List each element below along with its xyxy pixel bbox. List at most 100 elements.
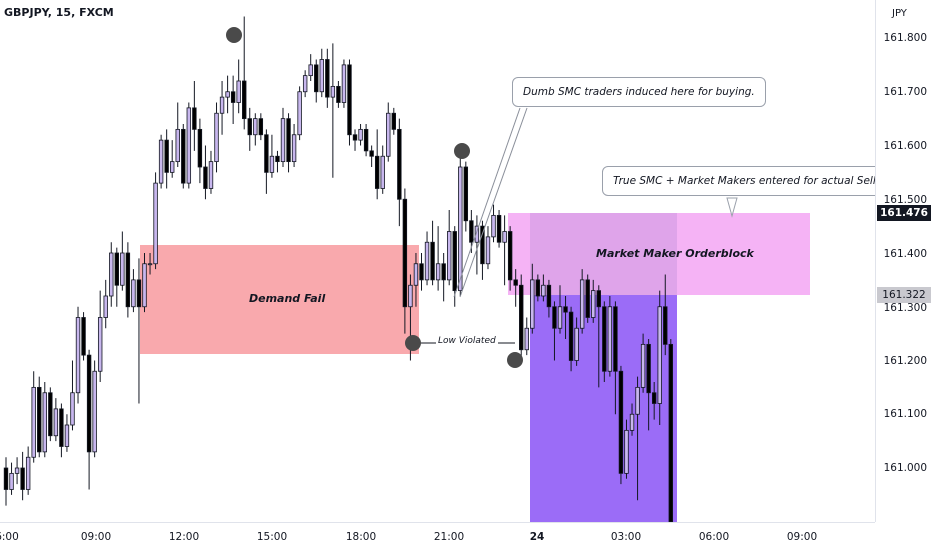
bullish-candle[interactable] [92, 370, 97, 453]
symbol-title[interactable]: GBPJPY, 15, FXCM [4, 6, 114, 19]
bearish-candle[interactable] [496, 214, 502, 243]
bearish-candle[interactable] [546, 284, 552, 308]
bullish-candle[interactable] [103, 295, 108, 318]
bearish-candle[interactable] [347, 64, 352, 136]
bearish-candle[interactable] [585, 279, 590, 318]
bearish-candle[interactable] [197, 128, 203, 168]
bearish-candle[interactable] [164, 139, 169, 173]
bullish-candle[interactable] [158, 139, 164, 184]
bullish-candle[interactable] [75, 317, 81, 394]
bullish-candle[interactable] [458, 166, 463, 292]
bearish-candle[interactable] [568, 311, 574, 361]
bullish-candle[interactable] [302, 75, 308, 93]
bullish-candle[interactable] [236, 80, 241, 103]
bullish-candle[interactable] [169, 161, 175, 173]
bullish-candle[interactable] [640, 343, 646, 388]
bullish-candle[interactable] [424, 241, 430, 281]
bearish-candle[interactable] [430, 241, 435, 281]
bullish-candle[interactable] [70, 392, 75, 426]
bullish-candle[interactable] [175, 128, 180, 163]
bullish-candle[interactable] [635, 386, 640, 415]
bullish-candle[interactable] [308, 64, 313, 77]
bullish-candle[interactable] [25, 456, 31, 490]
bullish-candle[interactable] [64, 424, 70, 447]
bullish-candle[interactable] [408, 284, 413, 308]
bullish-candle[interactable] [42, 392, 47, 453]
bullish-candle[interactable] [502, 231, 507, 243]
bullish-candle[interactable] [120, 252, 125, 286]
bullish-candle[interactable] [53, 408, 59, 437]
bullish-candle[interactable] [491, 214, 496, 238]
bearish-candle[interactable] [519, 284, 524, 351]
bullish-candle[interactable] [219, 96, 225, 114]
bullish-candle[interactable] [14, 467, 20, 474]
bearish-candle[interactable] [181, 128, 186, 184]
callout-true-smc[interactable]: True SMC + Market Makers entered for act… [602, 166, 887, 196]
bearish-candle[interactable] [230, 91, 236, 103]
bullish-candle[interactable] [280, 118, 286, 163]
bearish-candle[interactable] [668, 343, 673, 522]
bullish-candle[interactable] [147, 263, 153, 266]
bearish-candle[interactable] [452, 231, 457, 292]
bearish-candle[interactable] [247, 118, 252, 136]
bearish-candle[interactable] [618, 370, 624, 474]
bearish-candle[interactable] [275, 155, 280, 163]
bearish-candle[interactable] [3, 467, 9, 490]
bullish-candle[interactable] [557, 306, 563, 329]
bullish-candle[interactable] [530, 279, 535, 329]
bearish-candle[interactable] [352, 134, 358, 141]
bearish-candle[interactable] [314, 64, 319, 93]
bearish-candle[interactable] [613, 306, 618, 372]
bearish-candle[interactable] [374, 155, 380, 189]
bearish-candle[interactable] [469, 220, 474, 243]
bullish-candle[interactable] [330, 85, 336, 98]
bullish-candle[interactable] [485, 236, 491, 265]
bearish-candle[interactable] [419, 263, 424, 281]
bullish-candle[interactable] [446, 231, 452, 281]
bearish-candle[interactable] [480, 225, 485, 265]
time-axis[interactable]: 6:00 09:00 12:00 15:00 18:00 21:00 24 03… [0, 522, 875, 551]
bullish-candle[interactable] [591, 290, 596, 318]
bearish-candle[interactable] [646, 343, 651, 394]
bearish-candle[interactable] [651, 392, 657, 404]
bearish-candle[interactable] [402, 198, 408, 308]
bearish-candle[interactable] [114, 252, 119, 286]
bearish-candle[interactable] [513, 279, 518, 286]
bearish-candle[interactable] [507, 231, 513, 281]
bullish-candle[interactable] [629, 413, 635, 431]
bullish-candle[interactable] [574, 327, 579, 361]
bullish-candle[interactable] [607, 306, 613, 372]
bullish-candle[interactable] [97, 317, 103, 372]
bullish-candle[interactable] [524, 327, 529, 351]
bullish-candle[interactable] [131, 279, 136, 308]
bearish-candle[interactable] [258, 118, 264, 136]
bearish-candle[interactable] [552, 306, 557, 329]
bullish-candle[interactable] [624, 429, 629, 474]
bullish-candle[interactable] [153, 182, 158, 265]
bearish-candle[interactable] [563, 306, 568, 313]
bearish-candle[interactable] [596, 290, 601, 308]
bullish-candle[interactable] [413, 263, 419, 286]
price-axis[interactable]: JPY 161.800 161.700 161.600 161.500 161.… [875, 0, 932, 522]
bearish-candle[interactable] [125, 252, 131, 308]
bearish-candle[interactable] [463, 166, 469, 222]
bearish-candle[interactable] [86, 354, 92, 453]
bearish-candle[interactable] [20, 467, 25, 490]
bullish-candle[interactable] [269, 155, 275, 173]
bullish-candle[interactable] [9, 472, 14, 490]
bullish-candle[interactable] [253, 118, 258, 136]
bullish-candle[interactable] [657, 306, 662, 404]
bearish-candle[interactable] [441, 263, 446, 281]
bearish-candle[interactable] [336, 85, 341, 103]
bearish-candle[interactable] [264, 134, 269, 173]
bullish-candle[interactable] [31, 386, 36, 458]
bullish-candle[interactable] [386, 112, 391, 157]
bullish-candle[interactable] [225, 91, 230, 98]
bearish-candle[interactable] [602, 306, 607, 372]
bearish-candle[interactable] [286, 118, 291, 163]
bearish-candle[interactable] [369, 150, 374, 157]
bearish-candle[interactable] [59, 408, 64, 447]
bearish-candle[interactable] [242, 80, 247, 120]
bullish-candle[interactable] [291, 134, 297, 163]
bearish-candle[interactable] [397, 128, 402, 200]
